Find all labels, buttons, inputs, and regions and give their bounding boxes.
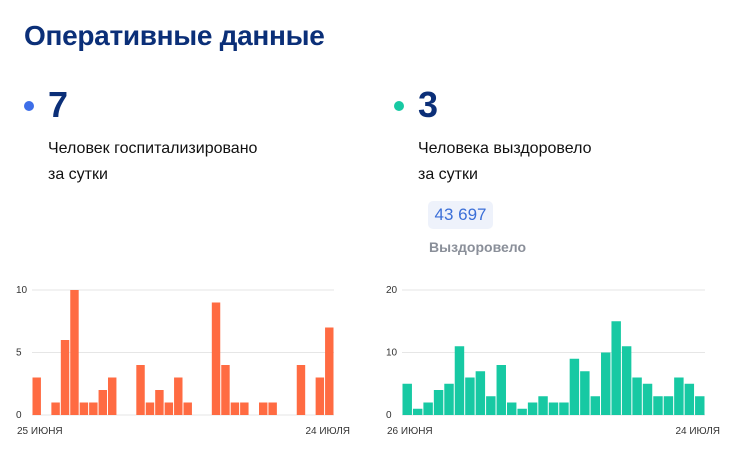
hospitalized-bar [32,377,41,415]
hospitalized-bar [174,377,183,415]
recovered-bar [611,321,621,415]
hospitalized-bar [136,365,145,415]
recovered-bar [548,402,559,415]
recovered-bar [559,402,569,415]
hospitalized-bar [221,365,230,415]
hospitalized-bar [325,327,334,415]
recovered-bar [601,352,611,415]
hospitalized-description: Человек госпитализировано за сутки [48,136,328,188]
hospitalized-bar [155,390,164,415]
hospitalized-bar [259,402,268,415]
hospitalized-bar [51,402,60,415]
hospitalized-value: 7 [48,84,69,125]
recovered-bar [538,396,548,415]
recovered-bar [454,346,465,415]
hospitalized-xend-label: 24 ИЮЛЯ [305,426,350,437]
hospitalized-bar [164,402,174,415]
recovered-bar [684,383,695,415]
recovered-total-badge: 43 697 [428,201,493,229]
recovered-bar [402,383,412,415]
hospitalized-chart: 0 5 10 25 ИЮНЯ 24 ИЮЛЯ [16,285,350,437]
recovered-bar [695,396,705,415]
recovered-dot-icon [394,101,404,111]
recovered-bar [632,377,642,415]
recovered-bar [527,402,538,415]
recovered-ytick-label: 20 [386,285,398,296]
hospitalized-bar [268,402,277,415]
recovered-chart: 0 10 20 26 ИЮНЯ 24 ИЮЛЯ [386,285,720,437]
recovered-desc-line1: Человека выздоровело [418,140,592,157]
recovered-desc-line2: за сутки [418,166,478,183]
recovered-bar [621,346,632,415]
recovered-bar [475,371,486,415]
recovered-bar [412,408,423,415]
hospitalized-bar [70,290,79,415]
hospitalized-desc-line2: за сутки [48,166,108,183]
recovered-xstart-label: 26 ИЮНЯ [387,426,433,437]
recovered-total-label: Выздоровело [429,239,527,255]
recovered-bar [486,396,496,415]
page-title: Оперативные данные [24,20,325,51]
recovered-bar [496,365,506,415]
hospitalized-bar [89,402,98,415]
hospitalized-ytick-label: 0 [16,410,22,421]
recovered-bar [433,390,444,415]
recovered-bar [517,408,527,415]
recovered-bar [663,396,674,415]
hospitalized-bar [60,340,70,415]
hospitalized-xstart-label: 25 ИЮНЯ [17,426,63,437]
recovered-bar [642,383,653,415]
hospitalized-bar [296,365,306,415]
recovered-bar [653,396,663,415]
hospitalized-bar [79,402,89,415]
hospitalized-ytick-label: 10 [16,285,28,296]
recovered-ytick-label: 0 [386,410,392,421]
recovered-bar [569,358,580,415]
hospitalized-ytick-label: 5 [16,348,22,359]
recovered-bar [506,402,517,415]
hospitalized-bar [240,402,249,415]
recovered-bar [590,396,601,415]
recovered-description: Человека выздоровело за сутки [418,136,698,188]
recovered-bar [444,383,454,415]
hospitalized-bar [145,402,155,415]
recovered-ytick-label: 10 [386,348,398,359]
hospitalized-dot-icon [24,101,34,111]
recovered-xend-label: 24 ИЮЛЯ [675,426,720,437]
hospitalized-bar [108,377,117,415]
recovered-value: 3 [418,84,439,125]
recovered-bar [674,377,684,415]
hospitalized-bar [211,302,221,415]
hospitalized-bar [315,377,325,415]
hospitalized-bar [183,402,192,415]
recovered-bar [580,371,590,415]
hospitalized-bar [98,390,107,415]
recovered-bar [465,377,475,415]
hospitalized-bar [230,402,240,415]
recovered-bar [423,402,433,415]
hospitalized-desc-line1: Человек госпитализировано [48,140,258,157]
